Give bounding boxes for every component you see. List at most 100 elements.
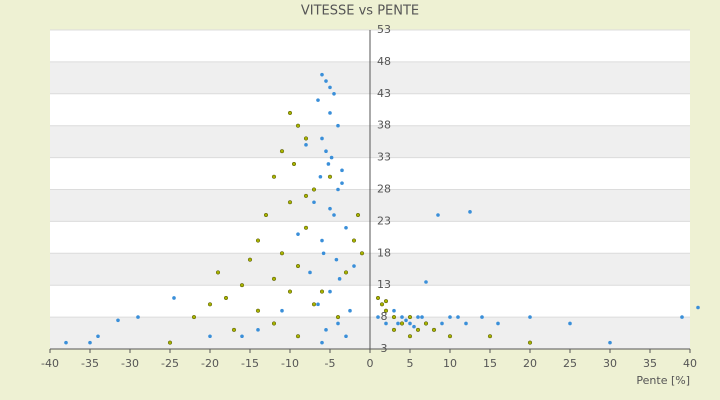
data-point xyxy=(568,321,572,326)
x-tick-label: -25 xyxy=(161,357,179,370)
data-point xyxy=(320,72,324,77)
x-tick-label: -40 xyxy=(41,357,59,370)
data-point xyxy=(324,149,328,154)
data-point xyxy=(295,334,301,339)
y-tick-label: 48 xyxy=(377,55,391,68)
data-point xyxy=(239,283,245,288)
data-point xyxy=(295,264,301,269)
data-point xyxy=(327,174,333,179)
data-point xyxy=(287,200,293,205)
data-point xyxy=(324,328,328,332)
data-point xyxy=(391,327,397,332)
data-point xyxy=(383,299,389,304)
data-point xyxy=(344,225,348,230)
data-point xyxy=(329,155,334,160)
x-tick-label: 15 xyxy=(483,357,497,370)
data-point xyxy=(375,295,381,301)
data-point xyxy=(328,206,332,211)
data-point xyxy=(468,210,472,214)
x-tick-label: 35 xyxy=(643,357,657,370)
data-point xyxy=(407,334,413,339)
data-point xyxy=(324,79,328,83)
data-point xyxy=(351,238,357,243)
data-point xyxy=(379,302,385,307)
data-point xyxy=(392,308,396,313)
data-point xyxy=(431,327,437,332)
data-point xyxy=(464,321,468,326)
data-point xyxy=(696,305,700,310)
y-tick-label: 38 xyxy=(377,119,391,132)
data-point xyxy=(256,328,260,332)
data-point xyxy=(247,257,253,262)
data-point xyxy=(136,315,140,319)
data-point xyxy=(420,315,424,319)
data-point xyxy=(271,174,277,179)
data-point xyxy=(355,212,361,218)
data-point xyxy=(456,315,460,319)
data-point xyxy=(412,324,416,329)
data-point xyxy=(287,110,293,115)
y-tick-label: 13 xyxy=(377,278,391,291)
data-point xyxy=(271,276,277,281)
data-point xyxy=(383,308,389,313)
y-tick-label: 43 xyxy=(377,87,391,100)
data-point xyxy=(340,168,344,173)
data-point xyxy=(680,315,684,319)
data-point xyxy=(319,289,325,294)
x-tick-label: -20 xyxy=(201,357,219,370)
data-point xyxy=(335,315,341,320)
x-axis-title: Pente [%] xyxy=(636,374,690,387)
data-point xyxy=(436,213,440,217)
data-point xyxy=(116,318,120,323)
data-point xyxy=(320,238,324,243)
data-point xyxy=(334,257,339,262)
data-point xyxy=(527,340,533,345)
data-point xyxy=(240,334,244,339)
data-point xyxy=(88,340,92,345)
data-point xyxy=(207,302,213,307)
x-tick-label: -10 xyxy=(281,357,299,370)
y-tick-label: 23 xyxy=(377,214,391,227)
data-point xyxy=(308,270,312,275)
data-point xyxy=(280,308,284,313)
data-point xyxy=(416,315,420,319)
data-point xyxy=(326,162,331,166)
x-tick-label: 25 xyxy=(563,357,577,370)
data-point xyxy=(316,98,320,102)
data-point xyxy=(295,123,301,128)
data-point xyxy=(359,251,365,256)
data-point xyxy=(255,308,261,313)
x-tick-label: -35 xyxy=(81,357,99,370)
data-point xyxy=(336,187,340,192)
data-point xyxy=(352,264,356,268)
data-point xyxy=(296,232,300,236)
data-point xyxy=(391,315,397,320)
data-point xyxy=(64,340,68,345)
x-tick-label: 0 xyxy=(367,357,374,370)
data-point xyxy=(337,277,342,281)
data-point xyxy=(384,321,388,326)
data-point xyxy=(440,321,444,326)
data-point xyxy=(496,321,500,326)
data-point xyxy=(208,334,212,339)
data-point xyxy=(328,85,332,90)
data-point xyxy=(304,143,308,147)
data-point xyxy=(263,212,269,218)
data-point xyxy=(415,327,421,332)
chart-title: VITESSE vs PENTE xyxy=(301,4,419,19)
x-tick-label: 30 xyxy=(603,357,617,370)
data-point xyxy=(318,174,323,179)
data-point xyxy=(328,289,332,294)
data-point xyxy=(96,334,100,339)
data-point xyxy=(303,136,309,141)
data-point xyxy=(332,213,336,217)
y-tick-label: 3 xyxy=(381,342,388,355)
data-point xyxy=(312,200,316,205)
x-tick-label: 40 xyxy=(683,357,697,370)
data-point xyxy=(279,149,285,154)
y-tick-label: 18 xyxy=(377,246,391,259)
x-tick-label: 10 xyxy=(443,357,457,370)
data-point xyxy=(396,321,400,326)
y-tick-label: 33 xyxy=(377,151,391,164)
